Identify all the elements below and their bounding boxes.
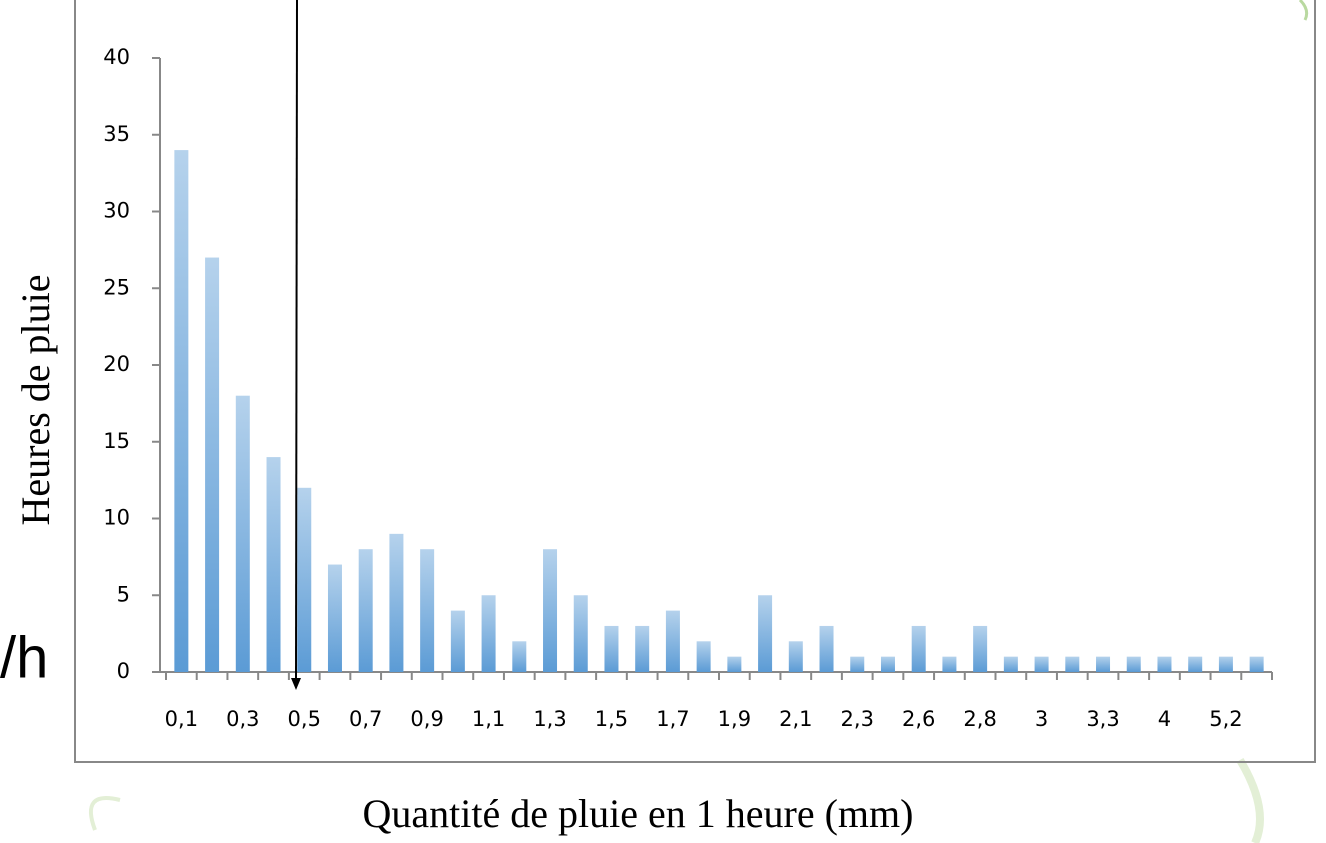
bar: [758, 595, 773, 672]
bar: [880, 656, 895, 672]
bar: [543, 549, 558, 672]
bar: [1157, 656, 1172, 672]
x-tick-label: 1,7: [656, 707, 689, 731]
x-tick-label: 2,1: [779, 707, 812, 731]
bar: [235, 395, 250, 672]
arrow-head: [291, 678, 301, 690]
bar: [327, 564, 342, 672]
x-tick-label: 1,3: [533, 707, 566, 731]
arrow: [295, 0, 298, 681]
x-tick-label: 0,5: [288, 707, 321, 731]
x-tick-label: 2,8: [963, 707, 996, 731]
decoration: [89, 796, 121, 831]
bar: [174, 150, 189, 673]
bar: [420, 549, 435, 672]
x-axis-title: Quantité de pluie en 1 heure (mm): [363, 791, 914, 836]
bar: [512, 641, 527, 672]
x-tick-label: 2,3: [841, 707, 874, 731]
x-tick-label: 1,5: [595, 707, 628, 731]
bar: [1003, 656, 1018, 672]
x-tick-label: 5,2: [1209, 707, 1242, 731]
annotation: /h: [0, 625, 48, 690]
y-tick-label: 5: [117, 582, 130, 606]
x-tick-label: 1,9: [718, 707, 751, 731]
bar: [1065, 656, 1080, 672]
bar: [450, 610, 465, 672]
y-tick-label: 25: [103, 275, 130, 299]
y-tick-label: 30: [103, 199, 130, 223]
y-tick-label: 35: [103, 122, 130, 146]
y-tick-label: 0: [117, 659, 130, 683]
bar: [481, 595, 496, 672]
y-tick-label: 40: [103, 45, 130, 69]
y-axis-title: Heures de pluie: [13, 274, 58, 525]
bar: [604, 625, 619, 672]
y-tick-label: 10: [103, 506, 130, 530]
y-tick-label: 20: [103, 352, 130, 376]
decoration: [1236, 757, 1264, 843]
bar: [973, 625, 988, 672]
y-tick-label: 15: [103, 429, 130, 453]
bar: [788, 641, 803, 672]
bar: [1034, 656, 1049, 672]
bar: [727, 656, 742, 672]
bar: [1218, 656, 1233, 672]
bar: [358, 549, 373, 672]
bar: [1188, 656, 1203, 672]
bar: [297, 487, 312, 672]
x-tick-label: 3: [1035, 707, 1048, 731]
bar: [266, 457, 281, 672]
bar: [911, 625, 926, 672]
bar: [1249, 656, 1264, 672]
x-tick-label: 0,9: [410, 707, 443, 731]
bar: [389, 533, 404, 672]
x-tick-label: 3,3: [1086, 707, 1119, 731]
x-tick-label: 0,7: [349, 707, 382, 731]
x-tick-label: 0,1: [165, 707, 198, 731]
bar: [1096, 656, 1111, 672]
bar: [942, 656, 957, 672]
bar: [819, 625, 834, 672]
bar: [696, 641, 711, 672]
x-tick-label: 1,1: [472, 707, 505, 731]
x-tick-label: 4: [1158, 707, 1171, 731]
x-tick-label: 0,3: [226, 707, 259, 731]
bar: [573, 595, 588, 672]
bar: [205, 257, 220, 672]
bar: [850, 656, 865, 672]
x-tick-label: 2,6: [902, 707, 935, 731]
bar: [665, 610, 680, 672]
bar: [635, 625, 650, 672]
bar: [1126, 656, 1141, 672]
chart-frame: [74, 0, 1316, 763]
decoration: [1298, 0, 1309, 21]
